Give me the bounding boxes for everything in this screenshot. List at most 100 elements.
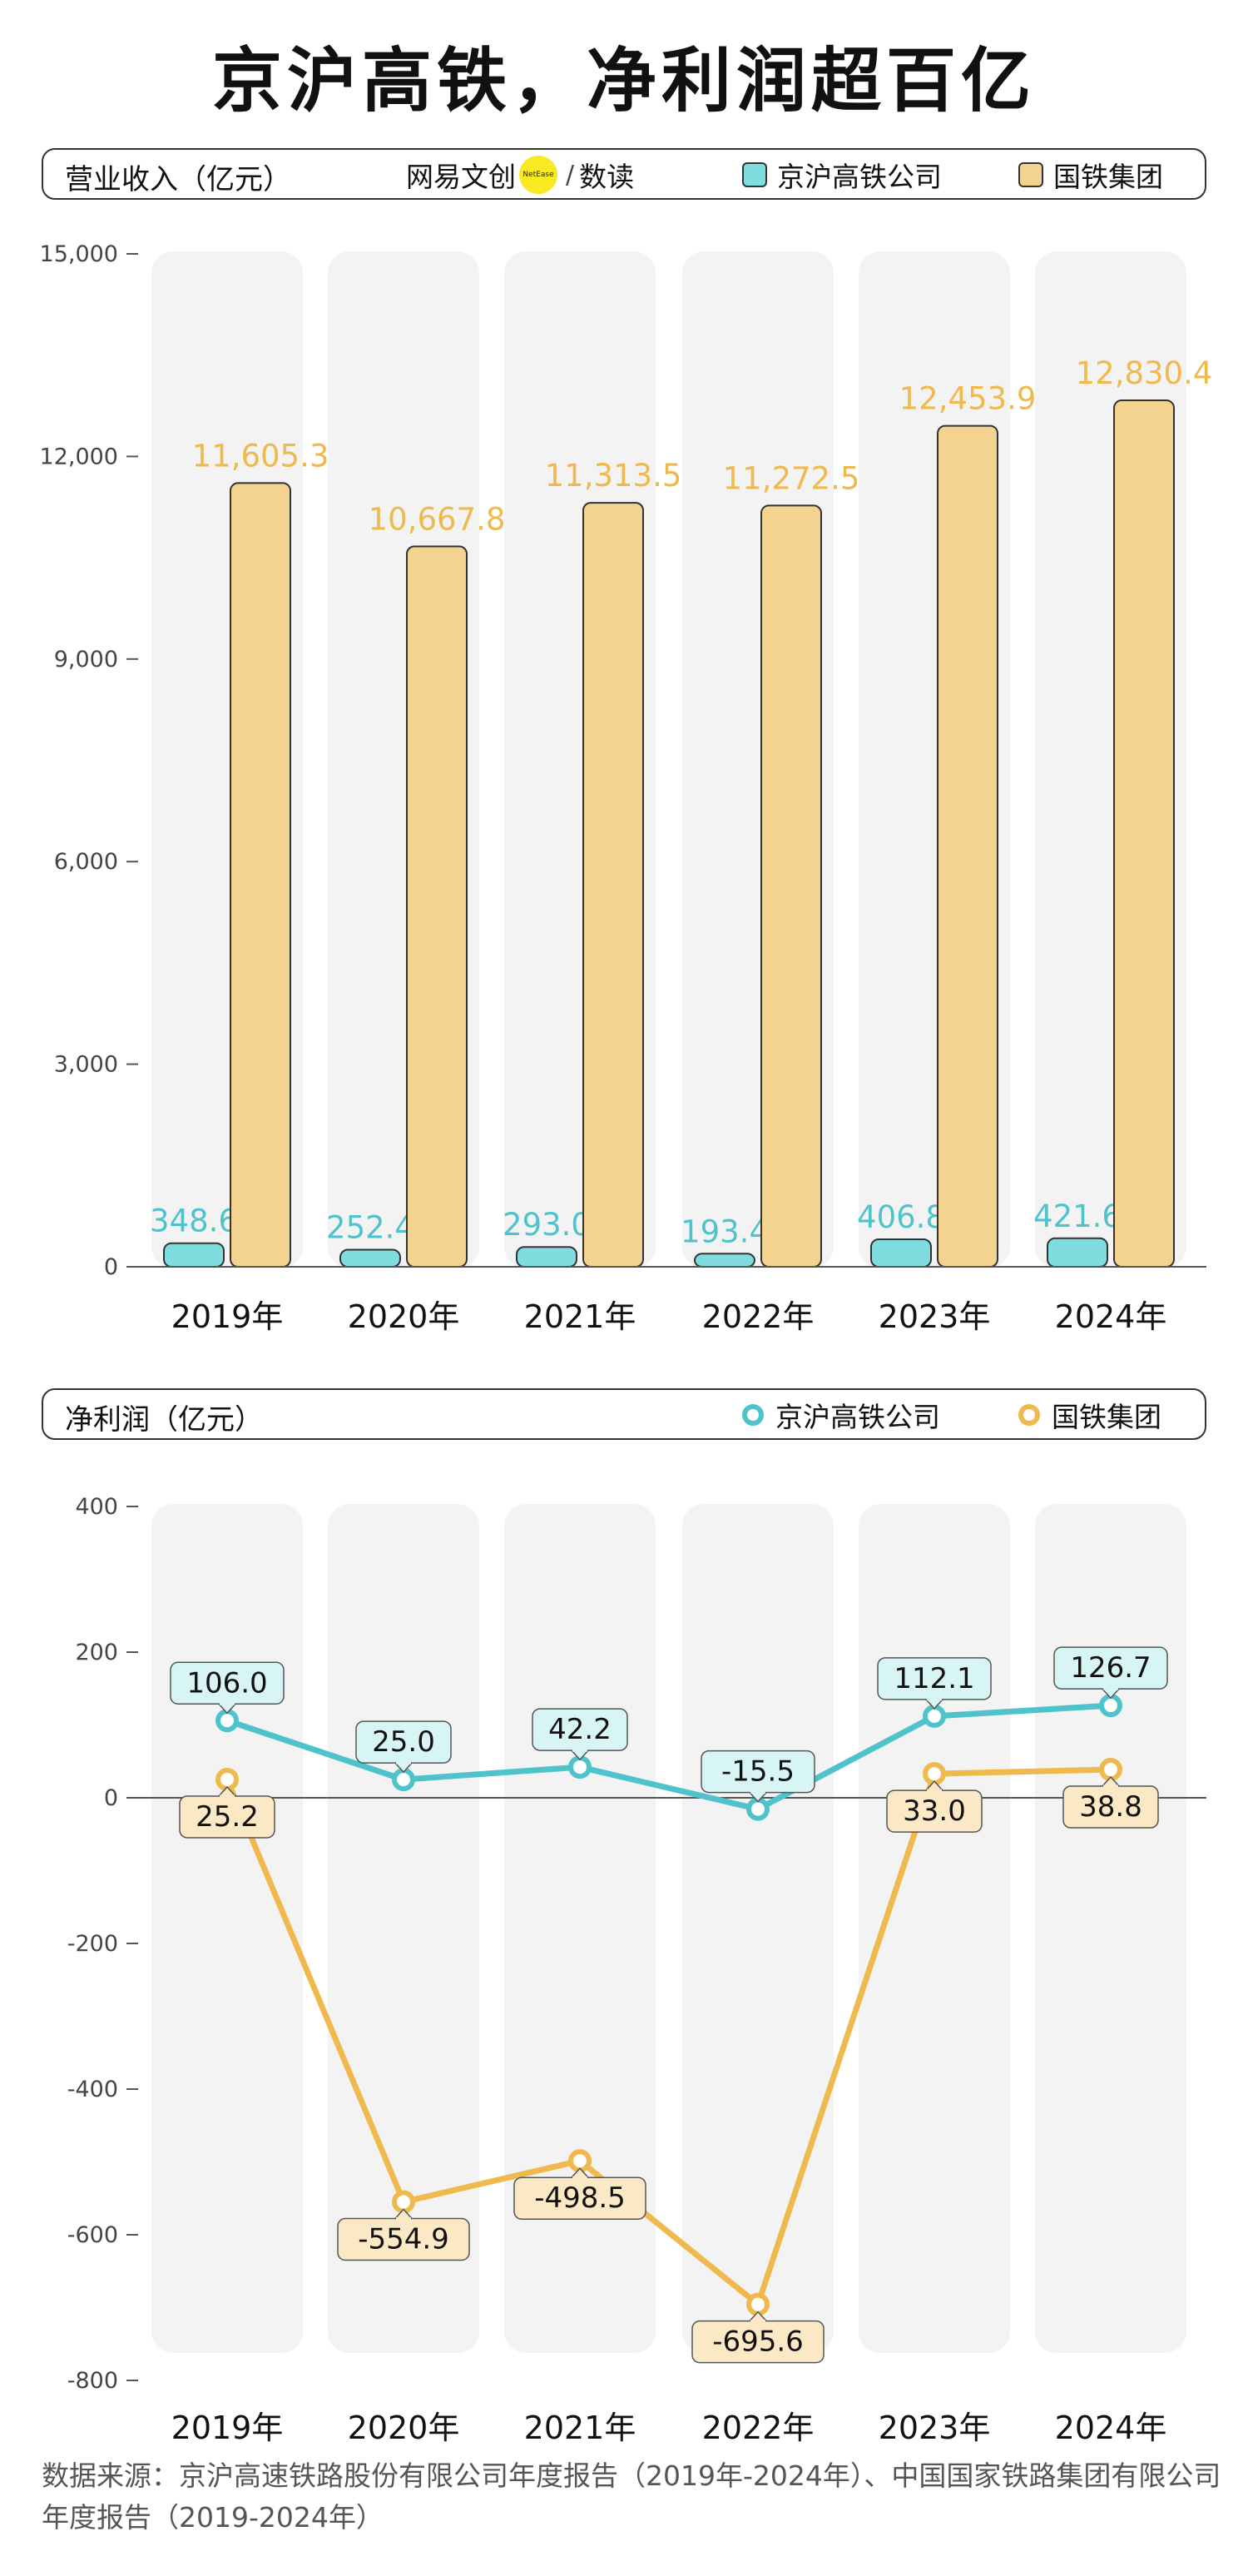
label-jinghu-text: 42.2 <box>548 1713 612 1746</box>
teal-square-icon <box>742 162 767 187</box>
label-jinghu: 42.2 <box>532 1708 628 1761</box>
bar-jinghu-label: 193.4 <box>681 1214 769 1249</box>
bar-guotie-label: 12,453.9 <box>899 381 1037 417</box>
label-jinghu-pointer <box>218 1703 236 1715</box>
label-jinghu: 25.0 <box>355 1720 452 1774</box>
label-jinghu-text: 112.1 <box>894 1662 974 1695</box>
bar-jinghu <box>516 1246 577 1268</box>
x-tick-label: 2022年 <box>702 1298 815 1335</box>
x-tick-label: 2020年 <box>348 2410 460 2446</box>
profit-legend-jinghu-label: 京沪高铁公司 <box>775 1401 940 1433</box>
line-guotie <box>224 1766 1112 2308</box>
label-guotie: -498.5 <box>513 2167 646 2220</box>
label-jinghu-pointer <box>1102 1688 1120 1700</box>
profit-title: 净利润（亿元） <box>65 1403 263 1437</box>
teal-circle-icon <box>742 1404 764 1426</box>
label-jinghu-pointer <box>749 1792 767 1803</box>
label-jinghu-pointer <box>571 1750 589 1761</box>
x-tick-label: 2021年 <box>524 2410 636 2446</box>
y-tick-label: -400 <box>67 2077 118 2102</box>
bar-jinghu <box>694 1253 755 1268</box>
label-guotie: 25.2 <box>179 1785 275 1839</box>
point-guotie <box>746 2292 770 2316</box>
label-jinghu-text: 106.0 <box>186 1666 267 1700</box>
bar-jinghu <box>1047 1237 1108 1268</box>
point-jinghu <box>568 1755 592 1779</box>
label-guotie-pointer <box>1102 1775 1120 1787</box>
y-tick-label: 0 <box>104 1254 118 1280</box>
label-guotie: 38.8 <box>1062 1775 1159 1829</box>
bar-jinghu-label: 252.4 <box>326 1210 414 1246</box>
label-guotie-text: 33.0 <box>903 1794 966 1828</box>
y-tick-label: 6,000 <box>54 849 118 875</box>
label-jinghu: 106.0 <box>170 1661 285 1715</box>
x-tick-label: 2024年 <box>1055 2410 1167 2446</box>
label-guotie-pointer <box>218 1785 236 1797</box>
profit-legend-guotie: 国铁集团 <box>1018 1398 1161 1433</box>
y-tick-label: 200 <box>75 1640 118 1665</box>
column-background <box>504 1504 656 2353</box>
column-background <box>682 1504 834 2353</box>
label-guotie-text: -498.5 <box>534 2181 626 2215</box>
revenue-header: 营业收入（亿元） 网易文创 NetEase / 数读 京沪高铁公司 国铁集团 <box>42 148 1206 200</box>
brand-main: 网易文创 <box>406 161 516 193</box>
y-tick-label: -800 <box>67 2368 118 2394</box>
column-background <box>328 1504 479 2353</box>
y-tick-label: 15,000 <box>40 241 118 267</box>
x-tick-label: 2019年 <box>171 2410 284 2446</box>
bar-guotie <box>406 545 468 1268</box>
brand-sub: 数读 <box>579 161 635 193</box>
label-guotie-text: 38.8 <box>1079 1790 1142 1824</box>
column-background <box>151 1504 303 2353</box>
point-guotie <box>923 1762 946 1786</box>
label-guotie-pointer <box>749 2310 767 2322</box>
label-guotie: -554.9 <box>337 2208 470 2261</box>
x-tick-label: 2024年 <box>1055 1298 1167 1335</box>
label-guotie: 33.0 <box>886 1780 983 1833</box>
bar-guotie-label: 11,313.5 <box>545 458 682 494</box>
label-guotie-pointer <box>571 2167 589 2178</box>
brand-logo: 网易文创 NetEase / 数读 <box>406 155 634 195</box>
y-tick-label: -600 <box>67 2222 118 2248</box>
brand-separator: / <box>566 160 575 190</box>
page-title: 京沪高铁，净利润超百亿 <box>211 40 1036 122</box>
y-tick-label: -200 <box>67 1931 118 1957</box>
bar-jinghu <box>163 1242 225 1268</box>
yellow-square-icon <box>1018 162 1043 187</box>
bar-guotie <box>760 504 822 1268</box>
line-jinghu <box>225 1702 1112 1813</box>
bar-guotie-label: 10,667.8 <box>369 501 506 537</box>
point-jinghu <box>746 1797 770 1821</box>
label-guotie-text: -554.9 <box>358 2223 449 2256</box>
data-source: 数据来源：京沪高速铁路股份有限公司年度报告（2019年-2024年）、中国国家铁… <box>42 2459 1221 2534</box>
label-jinghu-text: 25.0 <box>372 1725 435 1759</box>
bar-guotie <box>230 482 291 1268</box>
revenue-legend-guotie: 国铁集团 <box>1018 158 1163 193</box>
point-jinghu <box>392 1768 415 1792</box>
bar-jinghu <box>870 1238 932 1268</box>
label-jinghu-text: -15.5 <box>721 1755 795 1789</box>
label-guotie: -695.6 <box>691 2310 825 2364</box>
bar-guotie <box>1113 400 1175 1268</box>
bar-jinghu <box>339 1248 401 1268</box>
point-guotie <box>1099 1758 1122 1782</box>
revenue-legend-guotie-label: 国铁集团 <box>1053 161 1163 193</box>
label-guotie-text: -695.6 <box>712 2325 804 2359</box>
y-tick-label: 400 <box>75 1494 118 1520</box>
profit-legend-guotie-label: 国铁集团 <box>1052 1401 1161 1433</box>
revenue-legend-jinghu: 京沪高铁公司 <box>742 158 942 193</box>
revenue-legend-jinghu-label: 京沪高铁公司 <box>777 161 942 193</box>
revenue-chart: 0 3,000 6,000 9,000 12,000 15,000 348.6 11,605.… <box>40 241 1213 1335</box>
bar-guotie-label: 12,830.4 <box>1076 355 1213 391</box>
x-tick-label: 2022年 <box>702 2410 815 2446</box>
label-jinghu: 126.7 <box>1053 1646 1168 1700</box>
point-jinghu <box>1099 1694 1122 1718</box>
profit-chart: -800 -600 -400 -200 0 200 400 106.0 25.0 42.2 -15.… <box>67 1494 1206 2446</box>
bar-jinghu-label: 348.6 <box>150 1204 238 1239</box>
label-guotie-text: 25.2 <box>196 1800 259 1834</box>
label-jinghu: -15.5 <box>701 1750 815 1803</box>
brand-dot-icon: NetEase <box>519 156 557 194</box>
label-jinghu-text: 126.7 <box>1070 1651 1151 1685</box>
y-tick-label: 12,000 <box>40 444 118 469</box>
point-guotie <box>215 1767 239 1791</box>
